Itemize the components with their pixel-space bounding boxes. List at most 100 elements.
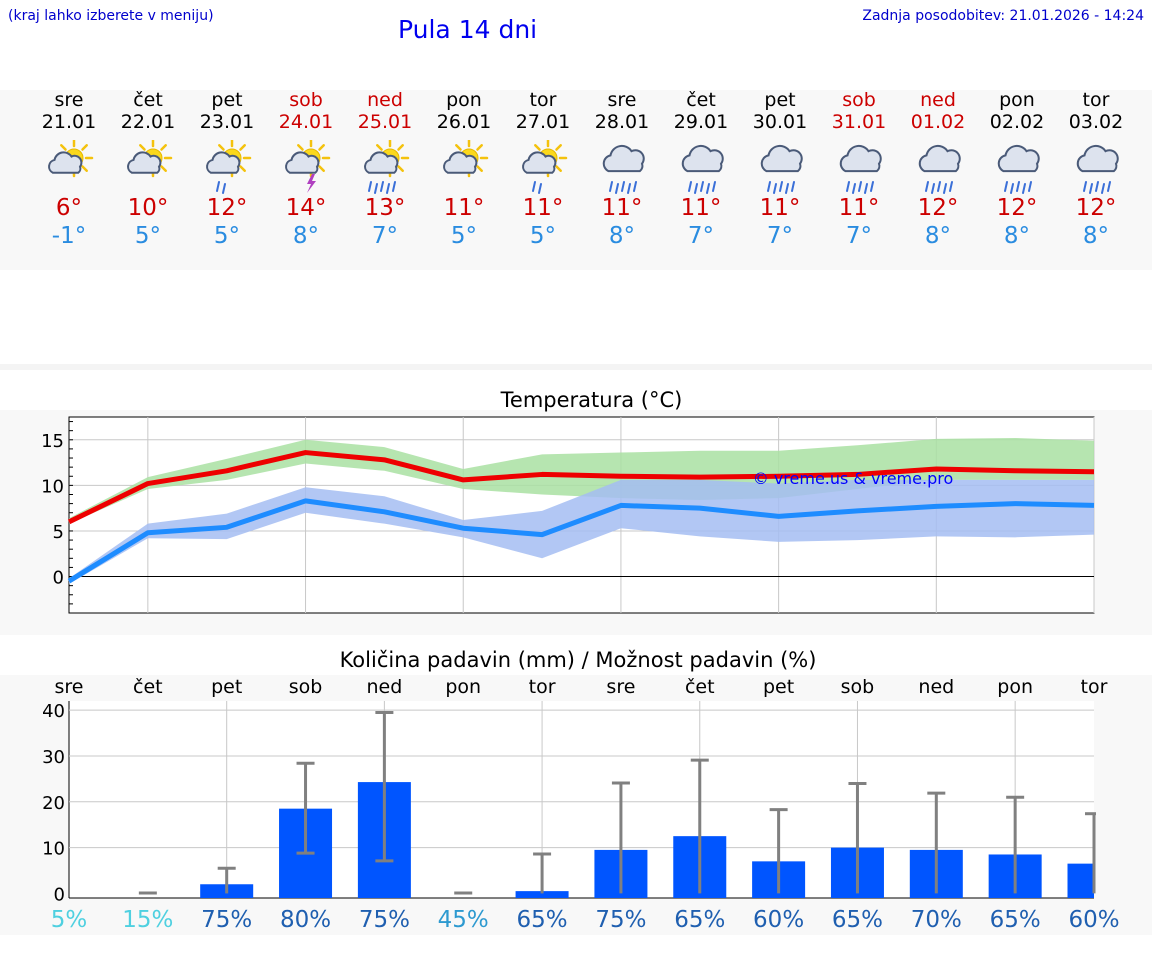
day-name: čet <box>133 89 163 111</box>
min-temperature: 5° <box>450 223 478 249</box>
day-date: 01.02 <box>910 111 966 133</box>
max-temperature-band <box>69 437 1094 524</box>
day-name: pet <box>211 89 243 111</box>
precipitation-bar <box>1067 863 1094 898</box>
precipitation-probability: 70% <box>911 907 962 933</box>
page-title: Pula 14 dni <box>398 15 538 44</box>
max-temperature: 11° <box>680 195 722 221</box>
max-temperature: 11° <box>522 195 564 221</box>
day-date: 29.01 <box>673 111 729 133</box>
max-temperature: 12° <box>996 195 1038 221</box>
day-date: 23.01 <box>199 111 255 133</box>
precipitation-probability: 75% <box>595 907 646 933</box>
day-column: ned 01.02 12° 8° <box>898 90 978 250</box>
min-temperature: 7° <box>371 223 399 249</box>
y-tick-label: 15 <box>41 431 64 452</box>
max-temperature: 6° <box>55 195 83 221</box>
day-column: tor 27.01 11° 5° <box>503 90 583 250</box>
y-tick-label: 10 <box>42 839 65 860</box>
precipitation-probability: 80% <box>280 907 331 933</box>
max-temperature: 11° <box>601 195 643 221</box>
x-category-label: ned <box>918 676 954 698</box>
min-temperature: 8° <box>292 223 320 249</box>
sun-cloud-thunder-icon <box>285 140 331 193</box>
day-column: pet 30.01 11° 7° <box>740 90 820 250</box>
sun-cloud-icon <box>48 140 94 178</box>
x-category-label: sob <box>841 676 875 698</box>
max-temperature: 14° <box>285 195 327 221</box>
precipitation-probability: 65% <box>990 907 1041 933</box>
x-category-label: sre <box>55 676 84 698</box>
cloud-rain-icon <box>1076 144 1119 194</box>
divider-strip <box>0 364 1152 370</box>
sun-cloud-light-rain-icon <box>522 140 568 194</box>
day-date: 30.01 <box>752 111 808 133</box>
min-temperature: 5° <box>134 223 162 249</box>
watermark: © vreme.us & vreme.pro <box>753 469 954 488</box>
x-category-label: ned <box>366 676 402 698</box>
min-temperature: -1° <box>51 223 87 249</box>
precipitation-probability: 60% <box>753 907 804 933</box>
day-name: tor <box>1082 89 1110 111</box>
day-name: pon <box>999 89 1035 111</box>
y-tick-label: 20 <box>42 793 65 814</box>
x-category-label: pet <box>211 676 242 698</box>
day-date: 28.01 <box>594 111 650 133</box>
min-temperature: 5° <box>529 223 557 249</box>
day-name: pet <box>764 89 796 111</box>
day-column: ned 25.01 13° 7° <box>345 90 425 250</box>
day-name: sre <box>54 89 84 111</box>
day-date: 02.02 <box>989 111 1045 133</box>
x-category-label: čet <box>685 676 715 698</box>
precipitation-probability: 65% <box>517 907 568 933</box>
day-date: 22.01 <box>120 111 176 133</box>
sun-cloud-rain-icon <box>364 140 410 194</box>
precipitation-probability: 60% <box>1068 907 1119 933</box>
cloud-rain-icon <box>602 144 645 194</box>
precipitation-probability: 75% <box>359 907 410 933</box>
day-column: čet 29.01 11° 7° <box>661 90 741 250</box>
sun-cloud-icon <box>443 140 489 178</box>
precipitation-probability: 45% <box>438 907 489 933</box>
day-column: pon 26.01 11° 5° <box>424 90 504 250</box>
max-temperature: 13° <box>364 195 406 221</box>
day-date: 03.02 <box>1068 111 1124 133</box>
chart-title: Količina padavin (mm) / Možnost padavin … <box>340 648 817 672</box>
max-temperature: 12° <box>1075 195 1117 221</box>
chart-title: Temperatura (°C) <box>500 388 683 412</box>
min-temperature: 7° <box>687 223 715 249</box>
day-name: sob <box>842 89 876 111</box>
day-date: 25.01 <box>357 111 413 133</box>
max-temperature: 12° <box>206 195 248 221</box>
location-hint: (kraj lahko izberete v meniju) <box>8 8 214 24</box>
precipitation-bar <box>515 891 569 898</box>
max-temperature-line <box>67 450 1095 525</box>
daily-forecast-panel: sre 21.01 6° -1° čet 22.01 10° 5° pet 23.01 12° 5° s… <box>0 90 1152 270</box>
max-temperature: 11° <box>443 195 485 221</box>
day-name: sob <box>289 89 323 111</box>
cloud-rain-icon <box>839 144 882 194</box>
cloud-rain-icon <box>997 144 1040 194</box>
temperature-chart: Temperatura (°C) 0 5 10 15 © vreme.us & vreme… <box>41 388 1095 614</box>
min-temperature: 8° <box>608 223 636 249</box>
x-category-label: pon <box>997 676 1033 698</box>
day-column: pet 23.01 12° 5° <box>187 90 267 250</box>
min-temperature: 8° <box>1003 223 1031 249</box>
day-date: 24.01 <box>278 111 334 133</box>
y-tick-label: 30 <box>42 747 65 768</box>
max-temperature: 11° <box>838 195 880 221</box>
day-name: čet <box>686 89 716 111</box>
precipitation-probability: 65% <box>832 907 883 933</box>
precipitation-probability: 65% <box>674 907 725 933</box>
day-name: tor <box>529 89 557 111</box>
x-category-label: pon <box>445 676 481 698</box>
y-tick-label: 5 <box>53 522 64 543</box>
min-temperature-line <box>67 498 1095 584</box>
day-date: 27.01 <box>515 111 571 133</box>
precipitation-probability: 5% <box>51 907 88 933</box>
day-column: tor 03.02 12° 8° <box>1056 90 1136 250</box>
min-temperature: 7° <box>766 223 794 249</box>
day-column: čet 22.01 10° 5° <box>108 90 188 250</box>
x-category-label: tor <box>1081 676 1108 698</box>
y-tick-label: 0 <box>53 568 64 589</box>
